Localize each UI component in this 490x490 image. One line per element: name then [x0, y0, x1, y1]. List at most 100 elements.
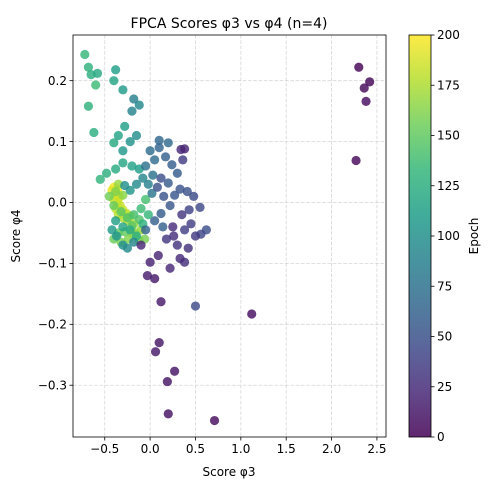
- data-point: [92, 68, 103, 78]
- colorbar-tick-label: 25: [437, 380, 452, 394]
- data-point: [120, 180, 130, 191]
- x-tick-label: 0.0: [141, 442, 160, 456]
- plot-frame: [72, 34, 387, 438]
- data-point: [351, 155, 361, 166]
- data-point: [156, 208, 166, 219]
- data-point: [354, 62, 364, 72]
- data-point: [148, 170, 158, 180]
- data-point: [109, 200, 119, 211]
- data-point: [138, 173, 148, 183]
- data-point: [163, 178, 173, 188]
- data-point: [118, 85, 128, 95]
- colorbar: 0 25 50 75 100 125 150 175 200 Epoch: [408, 28, 481, 444]
- data-point: [156, 297, 166, 307]
- data-point: [120, 121, 130, 131]
- x-axis-label: Score φ3: [203, 465, 256, 479]
- data-point: [127, 106, 137, 116]
- data-point: [172, 240, 182, 250]
- x-tick-label: −0.5: [90, 442, 119, 456]
- data-point: [165, 200, 175, 211]
- data-point: [169, 231, 179, 241]
- data-point: [122, 243, 133, 253]
- data-point: [150, 155, 160, 165]
- data-point: [136, 203, 146, 214]
- data-point: [163, 138, 173, 148]
- data-point: [175, 184, 185, 194]
- data-point: [111, 231, 122, 241]
- y-tick-label: 0.2: [48, 74, 67, 88]
- data-point: [91, 80, 101, 90]
- data-point: [143, 210, 153, 220]
- data-point: [163, 409, 173, 419]
- colorbar-tick-label: 175: [437, 78, 460, 92]
- data-point: [116, 207, 126, 217]
- data-point: [145, 257, 155, 267]
- data-point: [104, 191, 114, 202]
- data-point: [140, 194, 151, 205]
- colorbar-tick-label: 125: [437, 179, 460, 193]
- data-point: [111, 186, 121, 197]
- grid-lines: [73, 35, 386, 437]
- chart-title: FPCA Scores φ3 vs φ4 (n=4): [131, 16, 328, 32]
- data-point: [143, 179, 153, 189]
- data-point: [109, 76, 119, 86]
- data-point: [170, 190, 180, 200]
- data-point: [189, 191, 199, 202]
- data-point: [142, 270, 152, 281]
- data-point: [129, 94, 139, 104]
- x-tick-label: 2.5: [367, 442, 386, 456]
- y-tick-label: −0.2: [38, 318, 67, 332]
- data-point: [156, 173, 166, 183]
- data-point: [125, 136, 135, 147]
- data-point: [118, 158, 128, 168]
- data-point: [83, 62, 94, 72]
- data-point: [89, 127, 99, 138]
- data-point: [175, 253, 185, 264]
- colorbar-label: Epoch: [467, 218, 481, 255]
- data-point: [172, 168, 182, 178]
- x-tick-label: 1.0: [231, 442, 250, 456]
- colorbar-ticks: 0 25 50 75 100 125 150 175 200: [431, 28, 460, 444]
- data-point: [183, 243, 193, 253]
- data-point: [113, 130, 123, 141]
- data-point: [160, 152, 171, 162]
- data-point: [179, 144, 190, 154]
- data-point: [127, 161, 137, 171]
- data-point: [190, 301, 201, 311]
- data-point: [134, 100, 144, 110]
- data-point: [111, 65, 121, 75]
- y-axis-label: Score φ4: [9, 210, 23, 263]
- data-point: [118, 190, 128, 200]
- data-point: [125, 225, 135, 235]
- data-point: [136, 240, 146, 250]
- data-point: [131, 130, 142, 141]
- data-point: [147, 188, 157, 198]
- data-point: [118, 146, 128, 156]
- data-point: [111, 164, 121, 174]
- data-point: [186, 219, 196, 229]
- data-point: [95, 174, 105, 184]
- data-point: [162, 376, 172, 387]
- data-point: [161, 234, 172, 244]
- data-point: [179, 225, 190, 235]
- data-point: [209, 415, 220, 426]
- data-point: [154, 337, 164, 348]
- data-point: [359, 83, 369, 93]
- data-point: [195, 202, 205, 212]
- data-point: [190, 231, 201, 241]
- data-point: [178, 155, 188, 165]
- data-point: [365, 77, 375, 87]
- data-point: [140, 225, 151, 235]
- data-point: [152, 182, 162, 192]
- y-tick-label: 0.0: [48, 196, 67, 210]
- data-point: [159, 191, 169, 202]
- colorbar-tick-label: 100: [437, 229, 460, 243]
- data-point: [182, 186, 192, 197]
- y-axis-ticks: −0.3 −0.2 −0.1 0.0 0.1 0.2: [38, 74, 73, 392]
- x-tick-label: 1.5: [277, 442, 296, 456]
- data-point: [165, 263, 175, 273]
- data-point: [247, 309, 257, 319]
- data-point: [154, 135, 164, 145]
- data-point: [361, 96, 371, 106]
